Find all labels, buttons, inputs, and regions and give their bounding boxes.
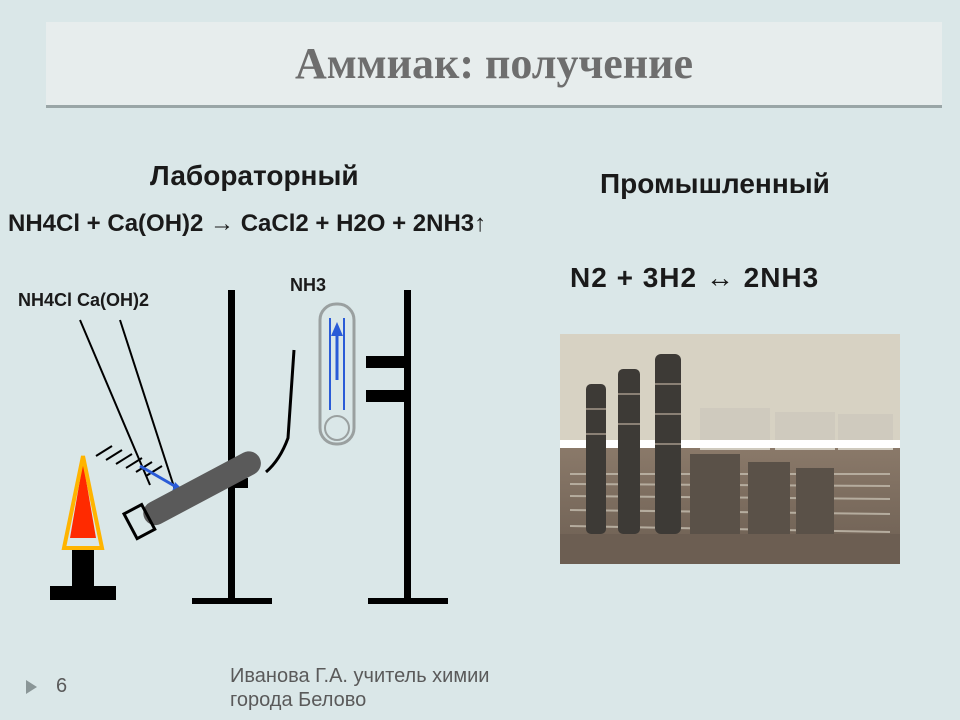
title-bar: Аммиак: получение [46,22,942,108]
page-title: Аммиак: получение [295,38,693,89]
lab-setup-diagram [10,260,450,620]
subheading-lab: Лабораторный [150,160,359,192]
industrial-plant-photo [560,334,900,564]
footer-credit: Иванова Г.А. учитель химии города Белово [230,664,489,712]
page-number: 6 [56,675,67,698]
credit-line1: Иванова Г.А. учитель химии [230,665,489,687]
equation-industrial: N2 + 3H2 ↔ 2NH3 [570,262,819,294]
credit-line2: города Белово [230,689,366,711]
equation-lab: NH4Cl + Ca(OH)2 → CaCl2 + H2O + 2NH3↑ [8,210,486,238]
subheading-industrial: Промышленный [600,168,830,200]
footer-arrow-icon [26,680,37,694]
